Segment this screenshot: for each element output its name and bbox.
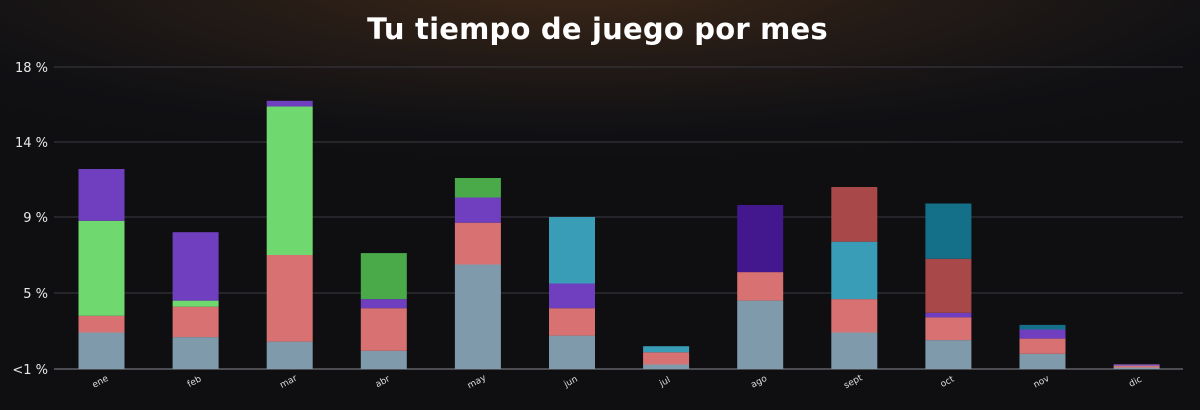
bar-segment-jun-1 [549, 308, 595, 336]
gridlines [54, 66, 1183, 370]
bar-segment-jun-3 [549, 217, 595, 284]
bar-segment-abr-2 [360, 299, 407, 309]
x-tick-label: sept [842, 373, 864, 391]
bar-segment-ene-3 [78, 169, 125, 221]
x-tick-label: feb [186, 374, 204, 390]
bar-segment-ago-0 [737, 300, 784, 369]
bar-segment-may-2 [454, 197, 501, 223]
bar-segment-sept-3 [831, 187, 878, 242]
y-tick-label: 9 % [23, 211, 48, 226]
bar-segment-mar-1 [266, 255, 313, 342]
chart-title: Tu tiempo de juego por mes [367, 12, 828, 46]
bar-segment-nov-3 [1019, 324, 1066, 330]
x-tick-label: may [466, 373, 489, 391]
bars [78, 100, 1160, 369]
bar-segment-feb-1 [172, 306, 219, 338]
bar-segment-oct-4 [925, 203, 972, 259]
bar-segment-may-0 [454, 264, 501, 369]
bar-segment-nov-1 [1019, 338, 1066, 354]
bar-segment-sept-2 [831, 241, 878, 300]
x-tick-label: oct [939, 374, 956, 390]
bar-segment-jul-2 [643, 346, 690, 353]
x-axis-ticks: ene feb mar abr may jun jul ago sept oct nov dic [91, 373, 1144, 391]
bar-segment-ago-1 [737, 272, 784, 301]
bar-segment-feb-0 [172, 337, 219, 369]
bar-segment-mar-3 [266, 100, 313, 107]
bar-segment-feb-3 [172, 232, 219, 301]
bar-segment-nov-0 [1019, 353, 1066, 369]
bar-segment-jun-2 [549, 283, 595, 309]
bar-segment-oct-0 [925, 340, 972, 369]
bar-segment-dic-1 [1113, 366, 1160, 368]
x-tick-label: jun [562, 375, 580, 391]
bar-segment-abr-0 [360, 350, 407, 369]
x-tick-label: nov [1032, 374, 1052, 391]
bar-segment-oct-1 [925, 317, 972, 341]
bar-segment-ene-1 [78, 315, 125, 333]
bar-segment-dic-2 [1113, 364, 1160, 366]
bar-segment-feb-2 [172, 300, 219, 307]
x-tick-label: jul [657, 375, 672, 389]
bar-segment-jun-0 [549, 335, 595, 369]
x-tick-label: abr [374, 374, 392, 390]
bar-segment-dic-0 [1113, 367, 1160, 369]
bar-segment-oct-3 [925, 258, 972, 313]
x-tick-label: ene [91, 374, 111, 391]
bar-segment-ago-2 [737, 205, 784, 273]
bar-segment-may-3 [454, 178, 501, 198]
y-tick-label: <1 % [12, 363, 48, 378]
x-tick-label: dic [1127, 375, 1143, 390]
bar-segment-jul-0 [643, 364, 690, 369]
bar-segment-oct-2 [925, 312, 972, 318]
bar-segment-mar-0 [266, 341, 313, 369]
bar-segment-abr-1 [360, 308, 407, 351]
bar-segment-nov-2 [1019, 329, 1066, 339]
y-tick-label: 18 % [15, 61, 48, 76]
bar-segment-may-1 [454, 222, 501, 265]
y-tick-label: 14 % [15, 136, 48, 151]
bar-segment-jul-1 [643, 352, 690, 365]
y-axis-ticks: <1 % 5 % 9 % 14 % 18 % [12, 61, 48, 378]
bar-segment-ene-2 [78, 220, 125, 316]
bar-segment-ene-0 [78, 332, 125, 369]
y-tick-label: 5 % [23, 287, 48, 302]
bar-segment-abr-3 [360, 253, 407, 300]
x-tick-label: mar [278, 373, 299, 390]
bar-segment-sept-1 [831, 299, 878, 333]
bar-segment-sept-0 [831, 332, 878, 369]
x-tick-label: ago [750, 374, 770, 391]
bar-segment-mar-2 [266, 106, 313, 256]
